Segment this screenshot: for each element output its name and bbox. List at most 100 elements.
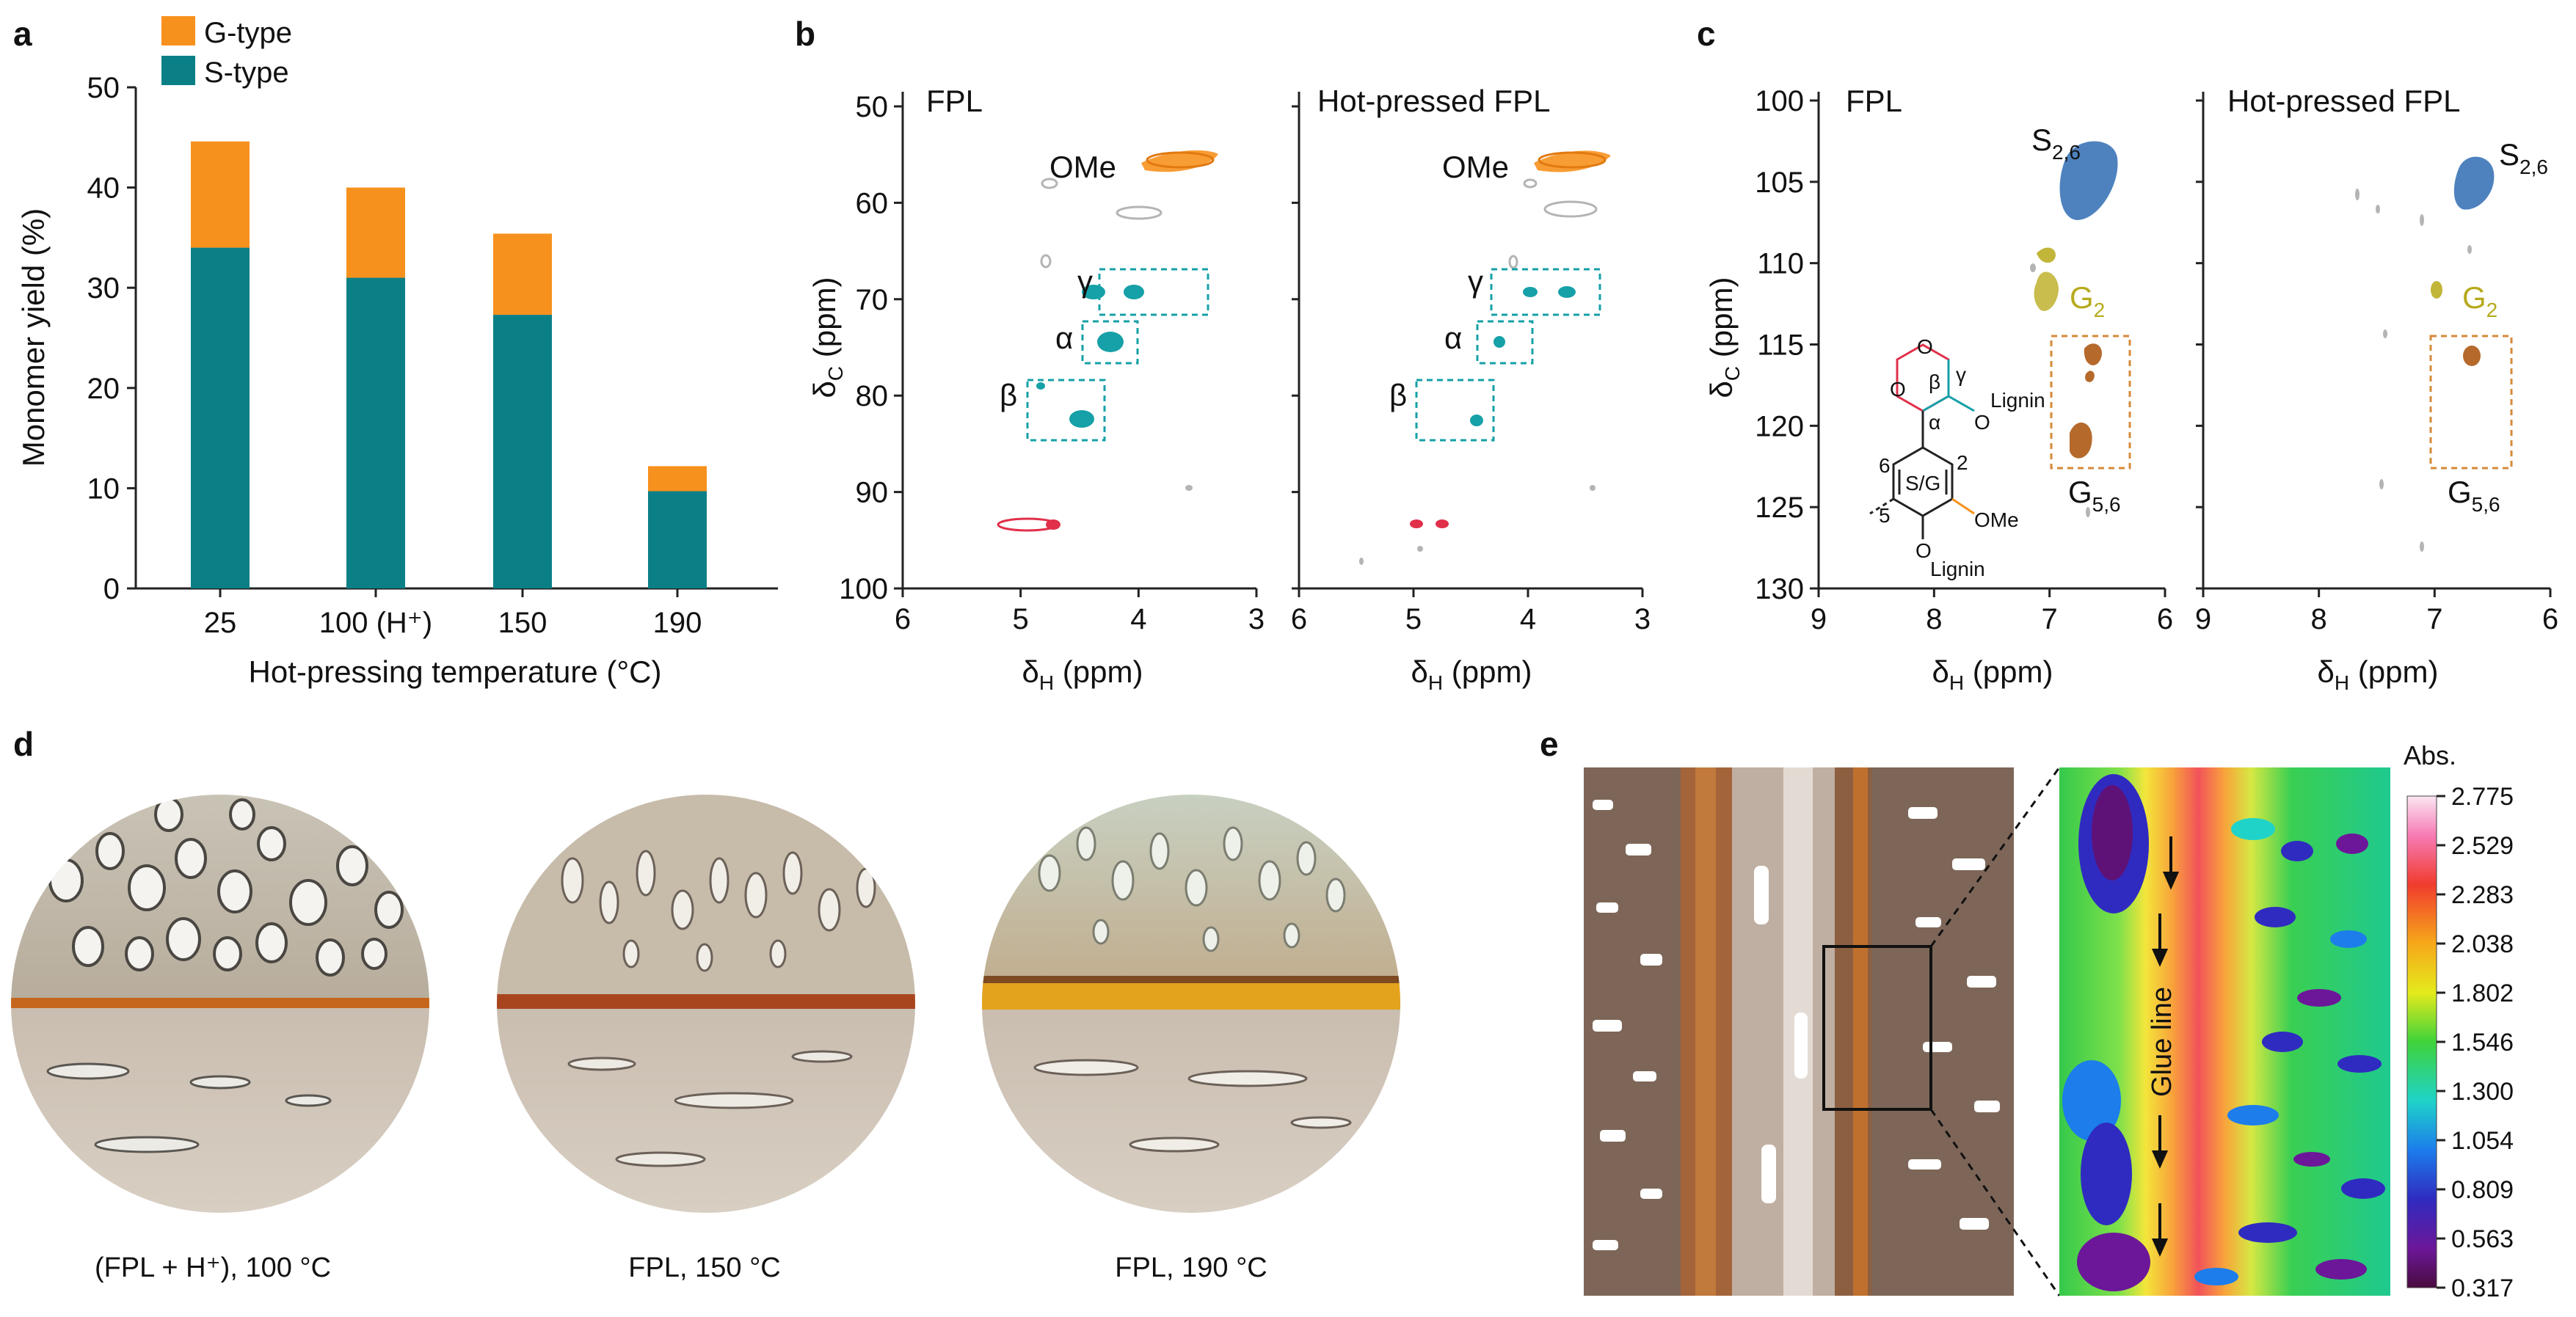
b1-peak-beta: [1036, 382, 1045, 390]
mol-n6: 6: [1879, 454, 1891, 477]
b2-gray-contour: [1590, 485, 1596, 491]
glue-line-arrows: [2151, 836, 2180, 1257]
bar-g-type: [648, 466, 707, 492]
caption-100c: (FPL + H⁺), 100 °C: [95, 1252, 331, 1283]
y-tick-label: 130: [1755, 573, 1804, 605]
y-tick-label: 100: [839, 573, 888, 605]
colorbar-tick-label: 2.775: [2451, 783, 2514, 811]
b2-label-alpha: α: [1444, 321, 1462, 355]
y-tick-label: 10: [87, 473, 120, 505]
colorbar-tick-label: 1.054: [2451, 1127, 2514, 1155]
bar-s-type: [493, 315, 552, 588]
bar-s-type: [346, 277, 405, 588]
y-tick-label: 80: [856, 380, 889, 412]
mol-n5: 5: [1879, 504, 1891, 527]
x-tick-label: 6: [2542, 603, 2558, 635]
mol-alpha: α: [1929, 411, 1940, 434]
b2-peak-gamma: [1523, 287, 1538, 297]
mol-o-right: O: [1974, 411, 1990, 434]
b2-label-gamma: γ: [1468, 264, 1483, 299]
legend-label-g-type: G-type: [204, 17, 292, 49]
y-tick-label: 30: [87, 272, 120, 304]
b1-peak-gamma: [1124, 285, 1144, 299]
c1-label-g2: G2: [2070, 280, 2105, 321]
b2-box-alpha: [1476, 320, 1534, 365]
aromatic-double-bonds: [1898, 470, 1948, 495]
b2-peak-beta: [1470, 415, 1483, 426]
c1-contours: S2,6 G2 G5,6: [2030, 123, 2131, 517]
b2-gray-contour: [1523, 178, 1538, 189]
caption-150c: FPL, 150 °C: [628, 1252, 780, 1283]
colorbar-title: Abs.: [2404, 740, 2456, 770]
y-ticks: 0 10 20 30 40 50: [87, 72, 136, 605]
x-tick-label: 5: [1405, 603, 1422, 635]
c1-peak-g2: [2037, 247, 2056, 263]
b1-gray-contour: [1040, 254, 1052, 269]
mol-ome: OMe: [1974, 508, 2019, 531]
b2-peak-alpha: [1493, 336, 1505, 348]
b1-label-alpha: α: [1055, 321, 1073, 355]
x-tick-label: 4: [1520, 603, 1536, 635]
panel-label-b: b: [795, 15, 815, 53]
mol-n2: 2: [1957, 451, 1968, 474]
panel-label-c: c: [1697, 15, 1716, 53]
c1-peak-g56: [2085, 371, 2095, 382]
mol-gamma: γ: [1956, 363, 1966, 386]
micrograph-100c: [11, 795, 429, 1213]
panel-d: d: [11, 725, 1400, 1283]
mol-beta: β: [1929, 371, 1940, 393]
bar-s-type: [648, 491, 707, 588]
x-axis-label: Hot-pressing temperature (°C): [249, 654, 662, 689]
x-tick-label: 8: [2311, 603, 2327, 635]
y-tick-label: 115: [1757, 329, 1804, 362]
c1-title: FPL: [1846, 84, 1902, 118]
c2-gray-contour: [2376, 205, 2380, 214]
b2-peak-ome-ring: [1538, 151, 1607, 169]
colorbar-tick-label: 2.038: [2451, 930, 2514, 958]
y-tick-label: 70: [856, 284, 889, 316]
b1-peak-red: [1046, 519, 1060, 530]
b2-gray-contour: [1508, 255, 1518, 269]
b1-label-beta: β: [1000, 378, 1017, 412]
c1-gray-contour: [2086, 507, 2090, 517]
glue-line-micrograph: [1584, 767, 2014, 1296]
b2-peak-ome: [1534, 150, 1611, 172]
bars: [191, 141, 707, 588]
x-tick-label: 5: [1013, 603, 1029, 635]
bar-s-type: [191, 247, 250, 588]
y-tick-label: 110: [1757, 248, 1804, 280]
mol-o-top: O: [1917, 335, 1933, 358]
b2-gray-contour: [1543, 200, 1598, 218]
b1-label-ome: OMe: [1049, 150, 1116, 184]
panel-label-d: d: [13, 725, 34, 763]
x-ticks: 25 100 (H⁺) 150 190: [204, 588, 702, 639]
colorbar-tick-label: 1.546: [2451, 1029, 2514, 1057]
bond-ome: [1951, 497, 1975, 515]
legend-swatch-g-type: [161, 16, 195, 45]
b1-gray-contour: [1116, 205, 1163, 220]
c2-x-axis-label: δH (ppm): [2318, 654, 2439, 694]
legend-swatch-s-type: [161, 56, 195, 85]
x-tick-label: 7: [2042, 603, 2058, 635]
micrograph-190c: [982, 795, 1400, 1213]
y-tick-label: 20: [87, 373, 120, 405]
legend-label-s-type: S-type: [204, 56, 289, 89]
x-tick-label: 9: [1811, 603, 1827, 635]
colorbar-tick-label: 1.300: [2451, 1078, 2514, 1106]
y-tick-label: 125: [1755, 492, 1804, 524]
c2-label-s: S2,6: [2499, 137, 2548, 178]
c1-box-g56: [2050, 335, 2131, 470]
panel-a: a G-type S-type 0 10 20 30 40 50 25 100 (H⁺) 15…: [13, 15, 778, 689]
b1-x-axis-label: δH (ppm): [1022, 654, 1143, 694]
b-y-axis-label: δC (ppm): [807, 277, 847, 398]
c2-gray-contour: [2420, 541, 2424, 552]
x-tick-label: 8: [1926, 603, 1942, 635]
b1-gray-contour: [1041, 178, 1058, 189]
glue-line-label: Glue line: [2147, 987, 2177, 1097]
c2-gray-contour: [2420, 214, 2424, 226]
colorbar-tick-label: 1.802: [2451, 979, 2514, 1007]
panel-label-a: a: [13, 15, 32, 53]
y-tick-label: 90: [856, 477, 889, 509]
